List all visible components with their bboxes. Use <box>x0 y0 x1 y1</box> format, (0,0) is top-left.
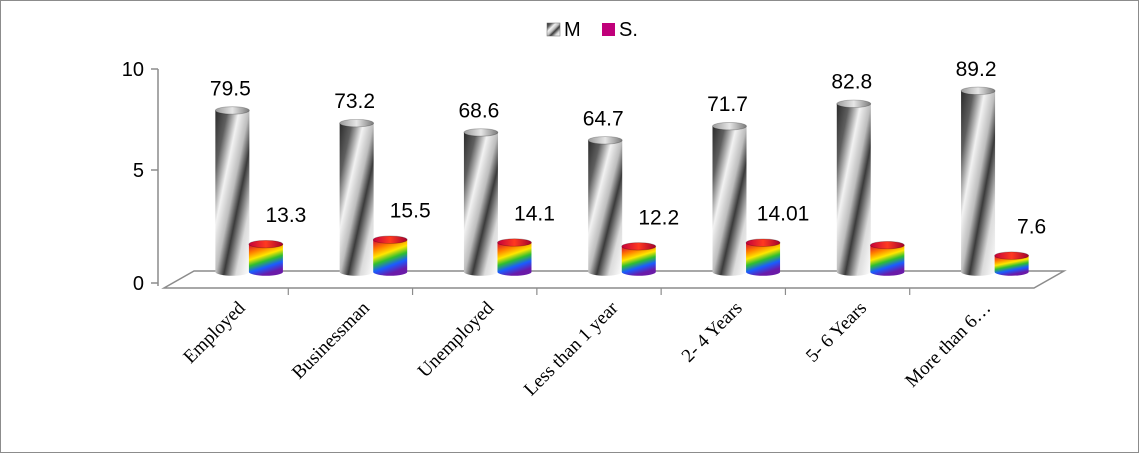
bar-s-3-body <box>621 246 656 276</box>
bar-s-2-body <box>497 242 532 276</box>
data-label-s: 15.5 <box>390 200 431 223</box>
bar-m-3-top <box>587 136 623 145</box>
data-label-s: 14.1 <box>514 203 555 226</box>
x-category-label: 2- 4 Years <box>678 298 747 367</box>
bar-s-4-body <box>746 242 781 276</box>
bar-s-5-top <box>869 241 905 250</box>
bar-m-0 <box>214 106 250 276</box>
data-label-m: 79.5 <box>210 77 251 100</box>
bar-m-2 <box>463 128 499 276</box>
bar-s-6-top <box>994 251 1030 260</box>
bar-s-2 <box>497 238 532 276</box>
data-label-m: 73.2 <box>334 90 375 113</box>
bar-m-4-top <box>712 122 747 131</box>
bar-s-2-top <box>497 238 532 247</box>
legend-label-s: S. <box>619 19 638 41</box>
bar-m-6 <box>960 86 996 276</box>
bar-s-3 <box>621 242 657 276</box>
bar-s-1-top <box>372 235 408 244</box>
x-category-label: Less than 1 year <box>520 297 623 400</box>
x-category-label: More than 6… <box>901 298 995 392</box>
bar-m-4-body <box>712 126 747 276</box>
bar-s-5 <box>869 241 905 276</box>
bar-s-1 <box>372 235 408 276</box>
bar-m-5-body <box>836 103 871 276</box>
data-label-m: 82.8 <box>831 71 872 94</box>
chart-floor <box>161 270 1067 289</box>
bar-s-3-top <box>621 242 657 251</box>
y-tick-label: 0 <box>133 273 144 295</box>
bar-m-2-top <box>463 128 499 137</box>
bar-s-0 <box>248 239 284 276</box>
x-category-label: Employed <box>179 297 249 367</box>
chart-legend: M S. <box>546 19 638 41</box>
bar-m-0-body <box>215 110 250 276</box>
bar-m-4 <box>712 122 747 276</box>
bar-m-3 <box>587 136 623 276</box>
bar-m-6-top <box>960 86 996 95</box>
bar-s-1-body <box>373 239 408 276</box>
data-label-m: 68.6 <box>458 99 499 122</box>
bar-m-1-body <box>339 123 374 276</box>
bar-m-5-top <box>836 99 872 108</box>
bar-s-0-body <box>248 244 283 276</box>
legend-swatch-m <box>546 22 561 37</box>
bar-m-2-body <box>463 132 498 276</box>
bar-m-1-top <box>339 118 375 128</box>
legend-label-m: M <box>564 19 581 41</box>
data-label-m: 89.2 <box>956 58 997 81</box>
bar-s-6-body <box>994 255 1029 276</box>
bar-s-4 <box>745 238 781 276</box>
data-label-m: 71.7 <box>707 93 748 116</box>
data-label-m: 64.7 <box>583 107 624 130</box>
bar-m-3-body <box>588 140 623 276</box>
bar-s-4-top <box>745 238 781 247</box>
legend-swatch-s <box>602 23 615 36</box>
data-label-s: 12.2 <box>638 206 679 229</box>
bar-m-5 <box>836 99 872 276</box>
data-label-s: 13.3 <box>265 204 306 227</box>
bar-s-0-top <box>248 239 284 249</box>
bar-m-6-body <box>961 90 996 276</box>
data-label-s: 7.6 <box>1017 216 1046 239</box>
x-category-label: 5- 6 Years <box>802 298 871 367</box>
x-category-label: Businessman <box>288 297 374 383</box>
y-tick-label: 10 <box>122 59 144 81</box>
bar-m-1 <box>339 118 375 276</box>
bar-m-0-top <box>214 106 250 115</box>
x-category-label: Unemployed <box>414 297 499 382</box>
y-tick-label: 5 <box>133 160 144 182</box>
bar-s-5-body <box>870 245 905 276</box>
bar-s-6 <box>994 251 1030 276</box>
data-label-s: 14.01 <box>757 203 810 226</box>
